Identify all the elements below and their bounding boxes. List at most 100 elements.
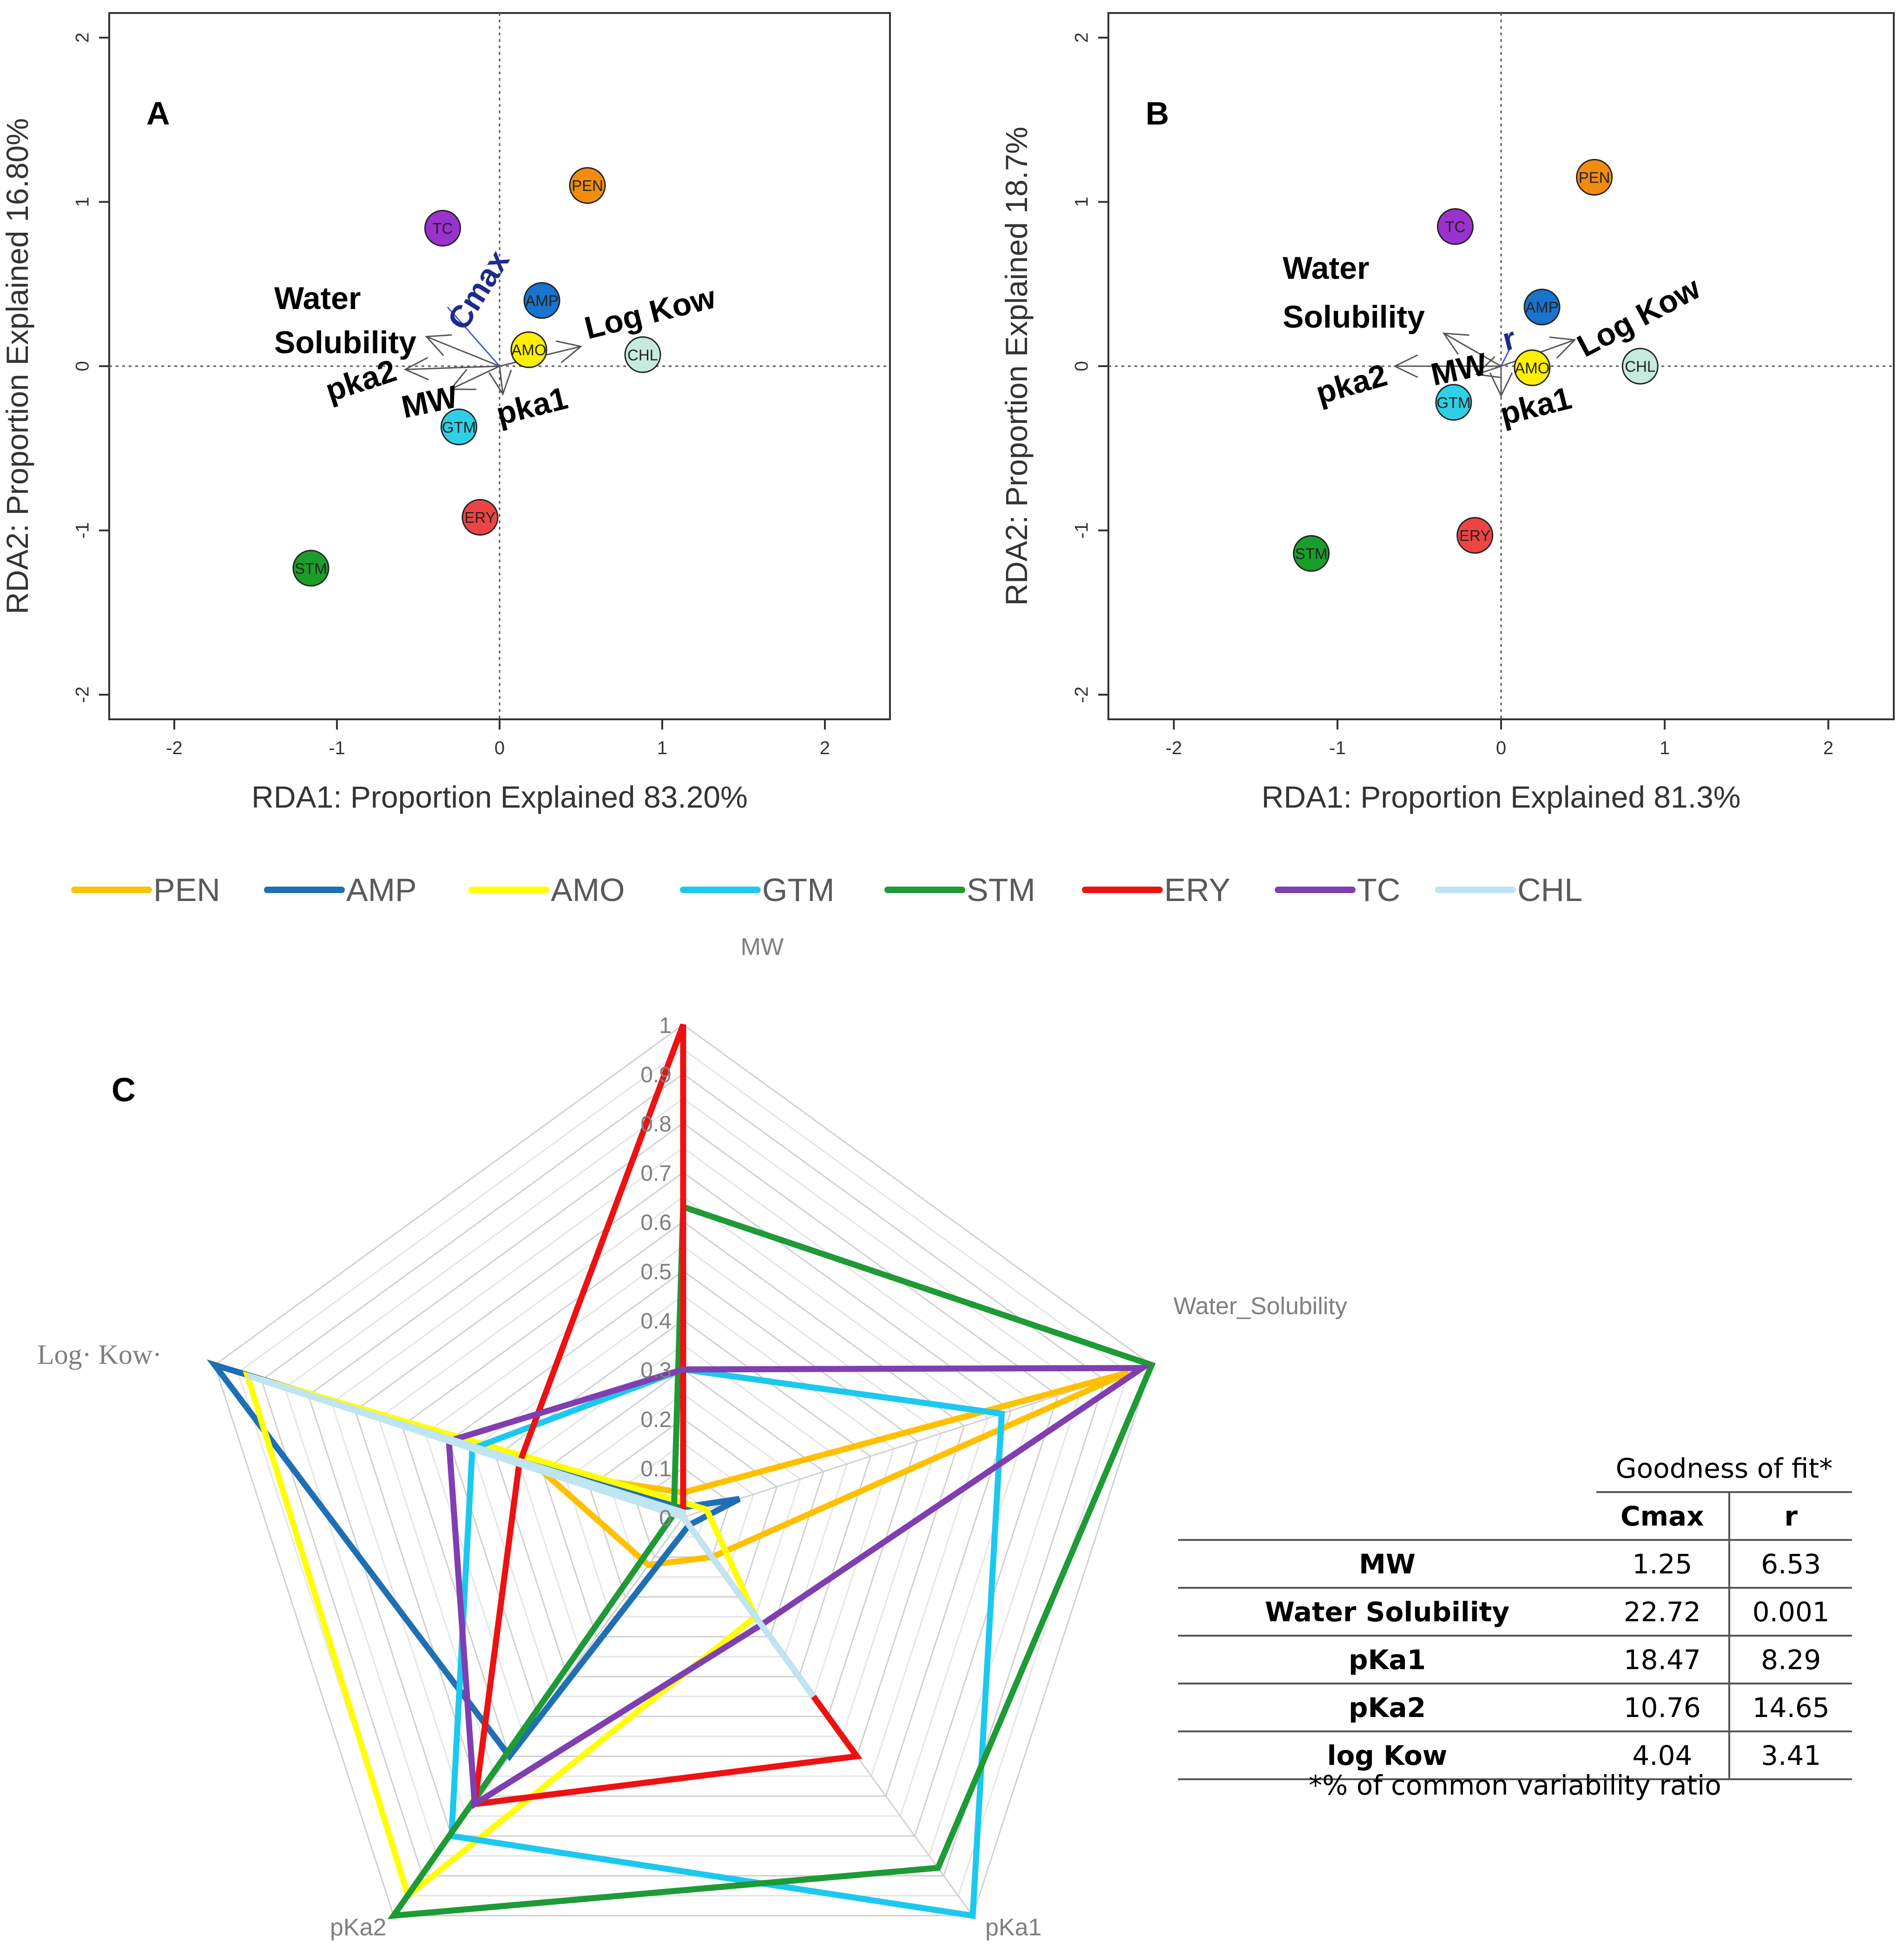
y-tick-label: 0	[72, 361, 93, 371]
radar-series-stm	[387, 1203, 1156, 1920]
drug-point-label: AMP	[1525, 299, 1559, 316]
legend-label: CHL	[1517, 872, 1582, 908]
arrow-head	[1442, 332, 1469, 355]
radar-tick-label: 0.8	[640, 1112, 672, 1137]
radar-grid-ring	[401, 1221, 965, 1757]
radar-tick-label: 0.4	[640, 1309, 672, 1334]
table-caption: Goodness of fit*	[1596, 1445, 1852, 1493]
radar-series-gtm	[448, 1366, 1005, 1920]
biplot-arrow	[499, 366, 504, 395]
drug-point-label: PEN	[572, 177, 603, 194]
radar-axis-label: Water_Solubility	[1173, 1293, 1347, 1320]
y-tick-label: -1	[72, 522, 93, 539]
response-arrow	[1500, 349, 1510, 367]
vector-label-logkow: Log Kow	[581, 279, 719, 346]
drug-point-tc	[1436, 208, 1474, 245]
vector-label-pka1: pka1	[1496, 380, 1575, 432]
vector-label-water-line1: Water	[274, 281, 361, 316]
x-tick-label: -2	[1166, 738, 1182, 758]
radar-tick-label: 0.6	[640, 1210, 672, 1235]
arrow-head	[1475, 356, 1502, 379]
arrow-head	[1549, 336, 1576, 359]
x-tick-label: -2	[166, 738, 183, 758]
table-row: log Kow 4.04 3.41	[1178, 1731, 1852, 1780]
table-row: pKa2 10.76 14.65	[1178, 1684, 1852, 1732]
legend-label: PEN	[153, 872, 220, 908]
arrow-head	[488, 369, 512, 396]
radar-legend: PEN AMP AMO GTM STM ERY TC CHL	[71, 872, 1582, 908]
y-tick-label: -2	[72, 686, 93, 703]
drug-point-amp	[523, 282, 560, 319]
drug-point-chl	[1621, 348, 1659, 385]
radar-tick-label: 0.3	[640, 1358, 672, 1383]
drug-point-gtm	[441, 408, 477, 446]
radar-grid-ring	[331, 1147, 1035, 1817]
x-tick-label: -1	[329, 738, 345, 758]
radar-grid-ring	[541, 1368, 825, 1638]
radar-tick-label: 1	[659, 1013, 672, 1038]
radar-grid-ring	[237, 1048, 1129, 1897]
drug-point-tc	[424, 210, 461, 247]
legend-label: AMO	[551, 872, 625, 908]
response-label-cmax: Cmax	[441, 244, 516, 335]
legend-label: ERY	[1164, 872, 1231, 908]
drug-point-pen	[569, 167, 606, 204]
goodness-of-fit-table: Goodness of fit* Cmax r MW 1.25 6.53 Wat…	[1178, 1445, 1852, 1780]
radar-axis-label: Log· Kow·	[37, 1339, 162, 1370]
drug-point-ery	[1456, 517, 1494, 554]
drug-point-label: CHL	[1625, 358, 1655, 375]
panel-label-c: C	[112, 1072, 136, 1109]
x-axis-label: RDA1: Proportion Explained 83.20%	[251, 780, 748, 814]
radar-tick-label: 0.9	[640, 1063, 672, 1087]
radar-axis-label: pKa2	[330, 1914, 386, 1941]
drug-point-stm	[292, 550, 329, 587]
arrow-head	[425, 334, 452, 356]
y-tick-label: -2	[1072, 686, 1092, 703]
legend-label: GTM	[762, 872, 835, 908]
table-row: MW 1.25 6.53	[1178, 1540, 1852, 1589]
x-tick-label: 1	[1660, 738, 1670, 758]
radar-grid-ring	[307, 1122, 1059, 1837]
arrow-head	[1489, 372, 1513, 398]
vector-label-water-line2: Solubility	[274, 325, 416, 360]
rda-plot-b: -2 -1 0 1 2 -2 -1 0 1 2 RDA1: Proportion Explained…	[999, 12, 1895, 814]
table-row: Water Solubility 22.72 0.001	[1178, 1588, 1852, 1637]
drug-point-label: AMO	[1515, 360, 1549, 377]
y-tick-label: 2	[72, 33, 93, 43]
radar-grid-ring	[588, 1418, 778, 1598]
panel-label: A	[146, 95, 170, 132]
drug-point-label: AMO	[511, 342, 546, 359]
y-axis-label: RDA2: Proportion Explained 16.80%	[0, 118, 34, 614]
x-axis-label: RDA1: Proportion Explained 81.3%	[1262, 780, 1741, 814]
arrow-head	[555, 340, 583, 363]
radar-series-chl	[246, 1373, 816, 1698]
biplot-arrow	[405, 365, 500, 370]
radar-grid-ring	[260, 1073, 1106, 1877]
radar-series-ery	[471, 1023, 863, 1808]
drug-point-label: GTM	[1436, 394, 1470, 411]
drug-point-label: STM	[295, 560, 327, 577]
biplot-arrow	[1476, 365, 1502, 375]
drug-point-gtm	[1435, 384, 1472, 421]
drug-point-stm	[1293, 535, 1330, 572]
table-header-cmax: Cmax	[1596, 1492, 1729, 1541]
drug-point-pen	[1576, 158, 1613, 196]
y-tick-label: 0	[1072, 361, 1092, 371]
rda-plot-a: -2 -1 0 1 2 -2 -1 0 1 2 RDA1: Proportion Explained…	[0, 12, 891, 814]
radar-tick-label: 0.5	[640, 1260, 672, 1284]
x-tick-label: -1	[1329, 738, 1346, 758]
response-label-r: r	[1499, 320, 1519, 357]
radar-axis-label: MW	[741, 934, 784, 960]
vector-label-pka2: pka2	[1312, 357, 1391, 411]
x-tick-label: 0	[1496, 738, 1506, 758]
drug-point-amo	[510, 331, 547, 368]
radar-tick-label: 0.1	[640, 1457, 672, 1481]
radar-chart: MW Water_Solubility pKa1 pKa2 Log· Kow· 0 0.1 0…	[37, 934, 1347, 1941]
drug-point-label: TC	[1445, 218, 1465, 236]
panel-label: B	[1146, 95, 1169, 132]
x-tick-label: 2	[820, 738, 830, 758]
radar-tick-label: 0.2	[640, 1408, 672, 1432]
biplot-arrow	[426, 335, 500, 367]
legend-label: TC	[1357, 872, 1400, 908]
